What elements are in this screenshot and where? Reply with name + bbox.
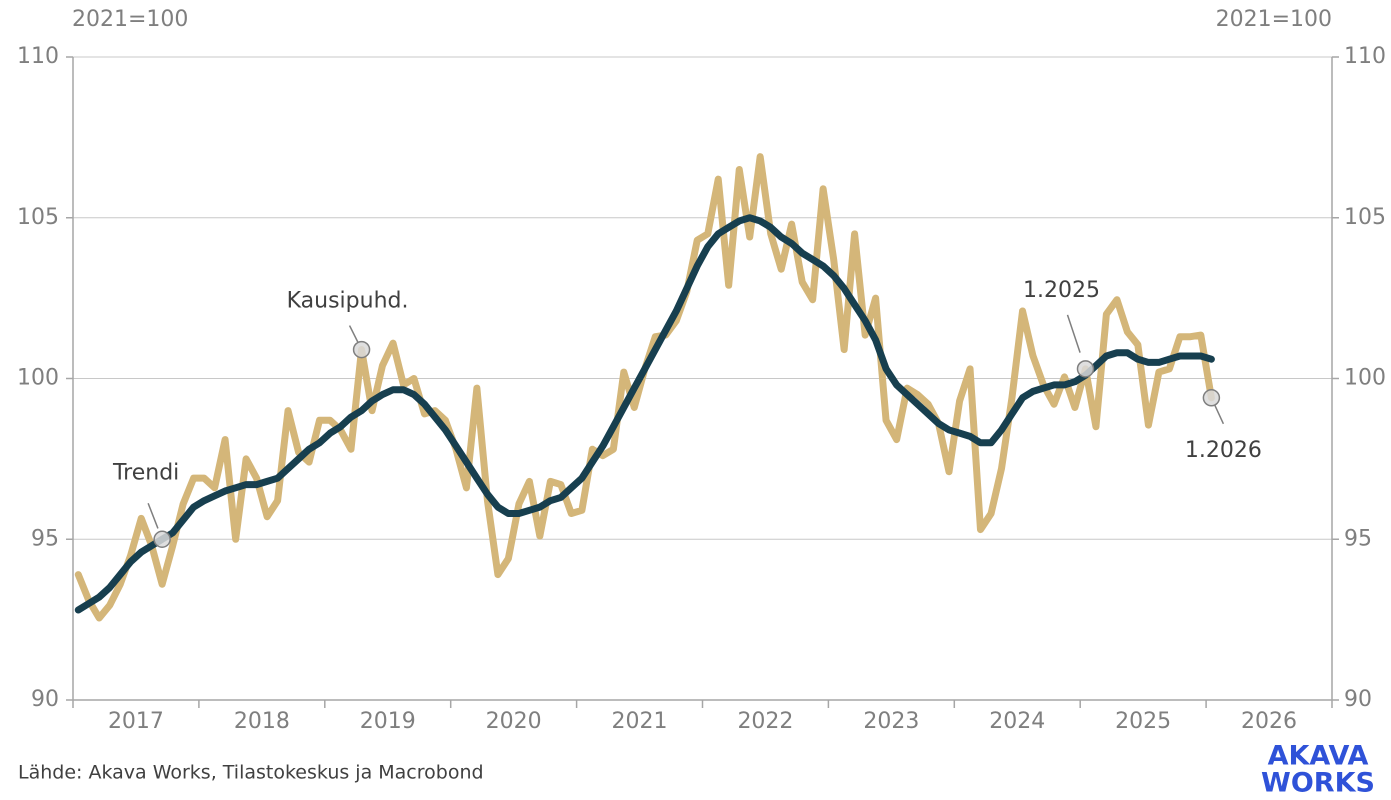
y-tick-label: 110: [17, 44, 59, 69]
y2-axis-unit: 2021=100: [1216, 7, 1332, 32]
y2-tick-label: 105: [1344, 205, 1386, 230]
annotation-leader: [1066, 314, 1081, 353]
annotation: Kausipuhd.: [287, 289, 409, 314]
source: Lähde: Akava Works, Tilastokeskus ja Mac…: [18, 762, 484, 784]
x-tick-label: 2020: [486, 709, 542, 734]
x-tick-label: 2023: [863, 709, 919, 734]
logo: WORKS: [1261, 768, 1375, 799]
annotation-marker: [1076, 360, 1095, 378]
annotation-marker: [1202, 389, 1221, 407]
x-tick-label: 2024: [989, 709, 1045, 734]
x-tick-label: 2026: [1241, 709, 1297, 734]
y2-tick-label: 95: [1344, 526, 1372, 551]
annotation-marker: [153, 530, 171, 548]
x-tick-label: 2017: [108, 709, 164, 734]
x-tick-label: 2018: [234, 709, 290, 734]
annotation: 1.2026: [1185, 438, 1262, 463]
annotation-marker: [352, 340, 371, 359]
y-tick-label: 100: [17, 366, 59, 391]
x-tick-label: 2022: [737, 709, 793, 734]
annotation: 1.2025: [1023, 278, 1100, 303]
annotation-leader: [1214, 405, 1225, 425]
y-tick-label: 105: [17, 205, 59, 230]
annotation-leader: [348, 325, 359, 343]
logo: AKAVA: [1268, 741, 1369, 772]
x-tick-label: 2025: [1115, 709, 1171, 734]
y2-tick-label: 90: [1344, 687, 1372, 712]
x-tick-label: 2021: [612, 709, 668, 734]
annotation: Trendi: [112, 460, 179, 485]
y2-tick-label: 110: [1344, 44, 1386, 69]
y-axis-unit: 2021=100: [72, 7, 188, 32]
annotation-leader: [147, 502, 159, 529]
y-tick-label: 95: [31, 526, 59, 551]
series-line: [74, 214, 1215, 614]
y2-tick-label: 100: [1344, 366, 1386, 391]
x-tick-label: 2019: [360, 709, 416, 734]
y-tick-label: 90: [31, 687, 59, 712]
